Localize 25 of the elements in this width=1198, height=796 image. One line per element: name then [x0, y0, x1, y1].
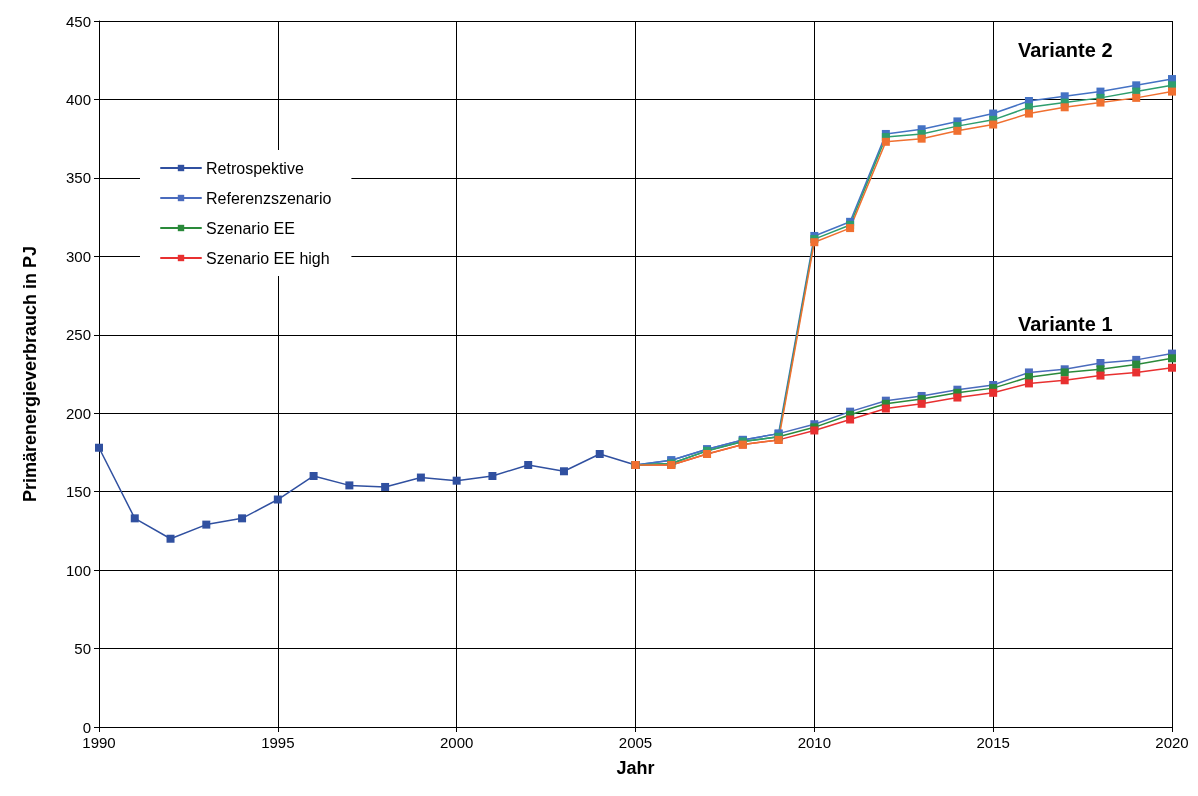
x-tick-label: 1995 [261, 734, 295, 751]
legend-label: Referenzszenario [206, 189, 332, 207]
y-tick-label: 200 [65, 404, 91, 422]
x-tick-label: 1990 [82, 734, 116, 751]
y-tick-label: 250 [65, 326, 91, 344]
x-tick-label: 2010 [797, 734, 832, 751]
x-tick-label: 2015 [976, 734, 1010, 751]
y-tick-label: 0 [82, 718, 91, 736]
x-tick-label: 2005 [618, 734, 653, 751]
y-tick-label: 50 [74, 640, 91, 658]
x-axis-title: Jahr [616, 758, 655, 778]
legend-label: Szenario EE [206, 219, 295, 237]
y-axis-title: Primärenergieverbrauch in PJ [20, 245, 40, 503]
annotation: Variante 2 [1018, 39, 1113, 61]
y-tick-label: 100 [65, 561, 91, 579]
annotation: Variante 1 [1018, 313, 1113, 335]
y-tick-label: 350 [65, 169, 91, 187]
x-tick-label: 2000 [439, 734, 474, 751]
legend-label: Szenario EE high [206, 249, 330, 267]
x-tick-label: 2020 [1155, 734, 1189, 751]
y-tick-label: 450 [65, 12, 91, 30]
y-tick-label: 400 [65, 90, 91, 108]
y-tick-label: 150 [65, 483, 91, 501]
y-tick-label: 300 [65, 247, 91, 265]
legend-label: Retrospektive [206, 159, 304, 177]
